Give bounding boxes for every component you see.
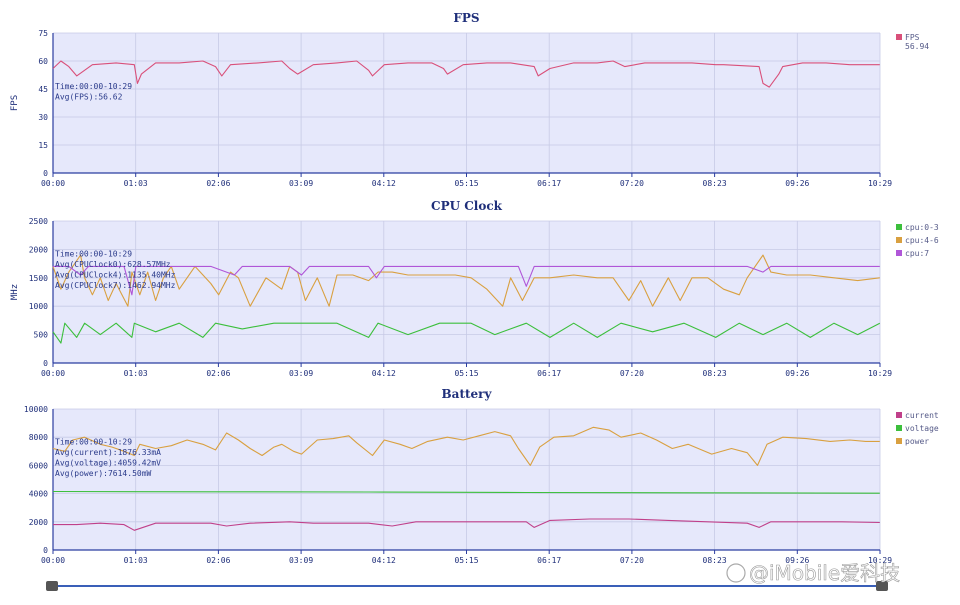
- series-line-current: [53, 518, 880, 531]
- x-tick-label: 10:29: [868, 179, 892, 188]
- y-axis-label: MHz: [10, 284, 20, 300]
- x-tick-label: 10:29: [868, 556, 892, 565]
- y-tick-label: 60: [38, 57, 48, 66]
- y-tick-label: 1000: [29, 302, 48, 311]
- y-tick-label: 0: [43, 359, 48, 368]
- stats-annotation-line: Avg(CPUClock0):628.57MHz: [55, 260, 171, 269]
- x-tick-label: 04:12: [372, 556, 396, 565]
- series-line-cpu-0-3: [52, 322, 881, 344]
- x-tick-label: 09:26: [785, 556, 809, 565]
- series-line-voltage: [52, 490, 880, 494]
- stats-annotation-line: Avg(power):7614.50mW: [55, 469, 152, 478]
- scrollbar-start-handle[interactable]: [46, 581, 58, 591]
- x-tick-label: 00:00: [41, 369, 65, 378]
- legend-swatch: [896, 425, 902, 431]
- x-tick-label: 00:00: [41, 179, 65, 188]
- legend-swatch: [896, 412, 902, 418]
- x-tick-label: 02:06: [206, 369, 230, 378]
- y-tick-label: 1500: [29, 274, 48, 283]
- y-tick-label: 2500: [29, 217, 48, 226]
- x-tick-label: 07:20: [620, 556, 644, 565]
- x-tick-label: 04:12: [372, 179, 396, 188]
- y-tick-label: 30: [38, 113, 48, 122]
- chart-2: 0 500 1000 1500 2000 2500 00:00 01:03 02:06 03:09…: [10, 199, 939, 378]
- y-tick-label: 0: [43, 169, 48, 178]
- y-tick-label: 500: [34, 331, 49, 340]
- series-line-cpu-4-6: [52, 254, 880, 307]
- chart-3: 0 2000 4000 6000 8000 10000 00:00 01:03 02:06 03:…: [24, 387, 939, 565]
- x-tick-label: 05:15: [454, 556, 478, 565]
- series-line-power: [52, 426, 880, 466]
- x-tick-label: 01:03: [124, 179, 148, 188]
- charts-layer: 0 15 30 45 60 75 00:00 01:03 02:06 03:09 04:12 05:1…: [10, 11, 939, 565]
- stats-annotation-line: Time:00:00-10:29: [55, 82, 132, 91]
- chart-title: CPU Clock: [431, 199, 503, 213]
- x-tick-label: 01:03: [124, 369, 148, 378]
- legend-swatch: [896, 250, 902, 256]
- stats-annotation-line: Avg(FPS):56.62: [55, 93, 123, 102]
- x-tick-label: 05:15: [454, 179, 478, 188]
- series-line-cpu-7: [53, 265, 880, 296]
- y-tick-label: 6000: [29, 461, 48, 470]
- legend-label: FPS: [905, 33, 920, 42]
- legend-swatch: [896, 224, 902, 230]
- x-tick-label: 01:03: [124, 556, 148, 565]
- stats-annotation-line: Time:00:00-10:29: [55, 250, 132, 259]
- y-tick-label: 75: [38, 29, 48, 38]
- y-tick-label: 45: [38, 85, 48, 94]
- y-axis-label: FPS: [10, 95, 20, 111]
- x-tick-label: 06:17: [537, 179, 561, 188]
- x-tick-label: 06:17: [537, 369, 561, 378]
- x-tick-label: 10:29: [868, 369, 892, 378]
- x-tick-label: 03:09: [289, 556, 313, 565]
- stats-annotation-line: Avg(CPUClock7):1462.94MHz: [55, 281, 176, 290]
- chart-title: Battery: [442, 387, 493, 401]
- x-tick-label: 07:20: [620, 179, 644, 188]
- x-tick-label: 09:26: [785, 179, 809, 188]
- legend-label: cpu:7: [905, 249, 929, 258]
- x-tick-label: 06:17: [537, 556, 561, 565]
- x-tick-label: 08:23: [703, 556, 727, 565]
- watermark: @iMobile爱科技: [726, 561, 900, 585]
- chart-title: FPS: [453, 11, 479, 25]
- y-tick-label: 8000: [29, 433, 48, 442]
- stats-annotation-line: Time:00:00-10:29: [55, 437, 132, 446]
- x-tick-label: 05:15: [454, 369, 478, 378]
- x-tick-label: 03:09: [289, 179, 313, 188]
- legend-note: 56.94: [905, 42, 929, 51]
- y-tick-label: 4000: [29, 490, 48, 499]
- x-tick-label: 08:23: [703, 369, 727, 378]
- y-tick-label: 2000: [29, 518, 48, 527]
- watermark-text: @iMobile爱科技: [749, 561, 900, 585]
- x-tick-label: 00:00: [41, 556, 65, 565]
- time-range-scrollbar[interactable]: [46, 581, 888, 591]
- y-tick-label: 15: [38, 141, 48, 150]
- x-tick-label: 04:12: [372, 369, 396, 378]
- stats-annotation-line: Avg(current):1876.33mA: [55, 448, 161, 457]
- y-tick-label: 10000: [24, 405, 48, 414]
- legend-swatch: [896, 237, 902, 243]
- legend-label: voltage: [905, 424, 939, 433]
- x-tick-label: 07:20: [620, 369, 644, 378]
- stats-annotation-line: Avg(voltage):4059.42mV: [55, 458, 161, 467]
- legend-swatch: [896, 438, 902, 444]
- legend-label: power: [905, 437, 929, 446]
- legend-swatch: [896, 34, 902, 40]
- series-line-FPS: [52, 60, 880, 88]
- chart-1: 0 15 30 45 60 75 00:00 01:03 02:06 03:09 04:12 05:1…: [10, 11, 929, 188]
- x-tick-label: 09:26: [785, 369, 809, 378]
- x-tick-label: 08:23: [703, 179, 727, 188]
- legend-label: cpu:4-6: [905, 236, 939, 245]
- stats-annotation-line: Avg(CPUClock4):1135.40MHz: [55, 271, 176, 280]
- watermark-logo-icon: [726, 563, 746, 583]
- legend-label: current: [905, 411, 939, 420]
- y-tick-label: 0: [43, 546, 48, 555]
- legend-label: cpu:0-3: [905, 223, 939, 232]
- y-tick-label: 2000: [29, 245, 48, 254]
- x-tick-label: 03:09: [289, 369, 313, 378]
- x-tick-label: 02:06: [206, 179, 230, 188]
- x-tick-label: 02:06: [206, 556, 230, 565]
- scrollbar-end-handle[interactable]: [876, 581, 888, 591]
